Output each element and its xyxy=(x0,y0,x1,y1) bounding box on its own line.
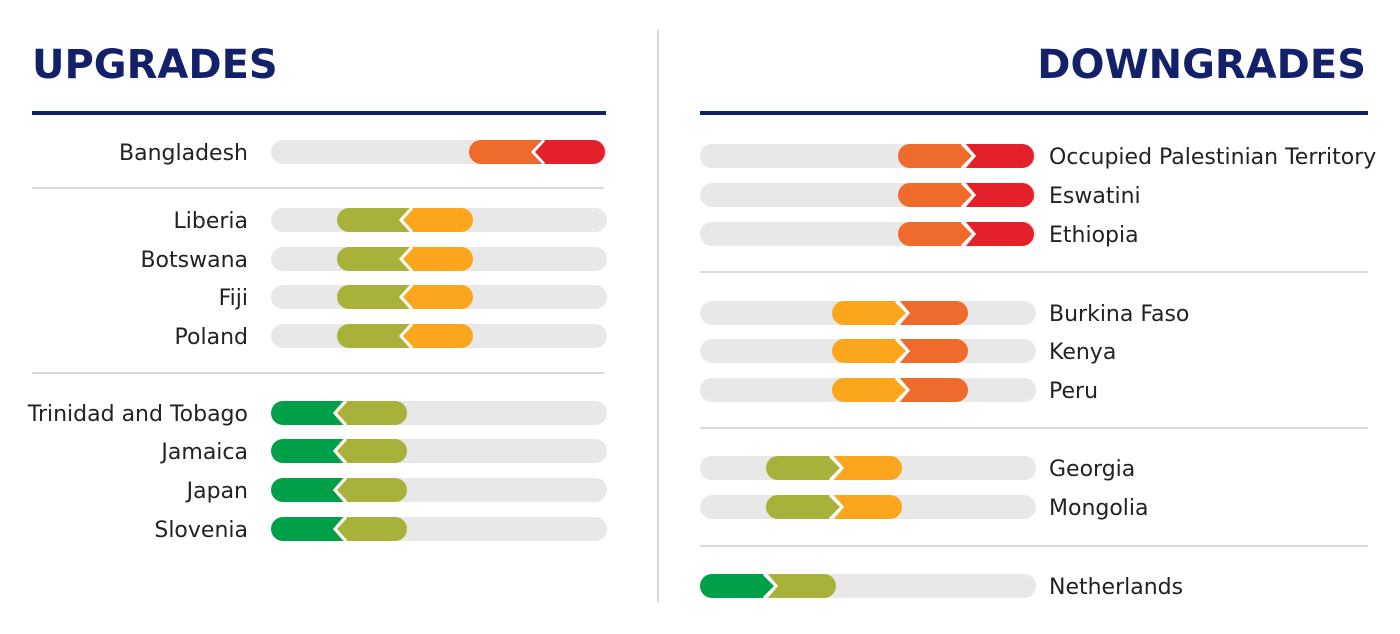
upgrades-title-rule xyxy=(32,111,606,115)
from-level-segment xyxy=(399,247,473,271)
to-level-segment xyxy=(271,478,343,502)
down-row: Peru xyxy=(700,376,1098,404)
to-level-segment xyxy=(900,301,968,325)
country-label: Netherlands xyxy=(1049,575,1183,600)
to-level-segment xyxy=(469,140,541,164)
up-row: Fiji xyxy=(219,283,607,311)
from-level-segment xyxy=(333,517,407,541)
to-level-segment xyxy=(337,208,409,232)
down-row: Mongolia xyxy=(700,493,1149,521)
from-level-segment xyxy=(399,324,473,348)
to-level-segment xyxy=(900,378,968,402)
country-label: Japan xyxy=(185,479,248,504)
down-row: Ethiopia xyxy=(700,220,1139,248)
chevron-separator xyxy=(332,476,348,504)
chevron-separator xyxy=(530,138,546,166)
to-level-segment xyxy=(271,401,343,425)
up-row: Jamaica xyxy=(159,437,607,465)
to-level-segment xyxy=(834,456,902,480)
chevron-separator xyxy=(398,322,414,350)
chevron-separator xyxy=(828,493,845,521)
chevron-separator xyxy=(828,454,845,482)
country-label: Slovenia xyxy=(154,518,248,543)
from-level-segment xyxy=(832,378,908,402)
country-label: Liberia xyxy=(173,209,248,234)
chevron-separator xyxy=(894,337,911,365)
chevron-separator xyxy=(332,399,348,427)
down-row: Occupied Palestinian Territory xyxy=(700,142,1376,170)
up-row: Slovenia xyxy=(154,515,607,543)
up-row: Bangladesh xyxy=(119,138,607,166)
from-level-segment xyxy=(333,478,407,502)
upgrades-title: UPGRADES xyxy=(32,42,278,88)
to-level-segment xyxy=(271,517,343,541)
country-label: Georgia xyxy=(1049,457,1135,482)
to-level-segment xyxy=(337,324,409,348)
to-level-segment xyxy=(337,285,409,309)
country-label: Trinidad and Tobago xyxy=(27,402,248,427)
country-label: Burkina Faso xyxy=(1049,302,1189,327)
chevron-separator xyxy=(332,515,348,543)
from-level-segment xyxy=(531,140,605,164)
chevron-separator xyxy=(960,220,977,248)
from-level-segment xyxy=(333,401,407,425)
to-level-segment xyxy=(768,574,836,598)
chevron-separator xyxy=(332,437,348,465)
country-label: Bangladesh xyxy=(119,141,248,166)
to-level-segment xyxy=(271,439,343,463)
country-label: Mongolia xyxy=(1049,496,1149,521)
to-level-segment xyxy=(337,247,409,271)
to-level-segment xyxy=(900,339,968,363)
down-row: Burkina Faso xyxy=(700,299,1189,327)
from-level-segment xyxy=(399,285,473,309)
up-row: Japan xyxy=(185,476,607,504)
down-row: Georgia xyxy=(700,454,1135,482)
down-row: Kenya xyxy=(700,337,1116,365)
downgrades-title: DOWNGRADES xyxy=(1037,42,1366,88)
country-label: Peru xyxy=(1049,379,1098,404)
chevron-separator xyxy=(398,245,414,273)
country-label: Poland xyxy=(175,325,248,350)
up-row: Trinidad and Tobago xyxy=(27,399,607,427)
to-level-segment xyxy=(834,495,902,519)
chevron-separator xyxy=(894,376,911,404)
country-label: Eswatini xyxy=(1049,184,1141,209)
country-label: Botswana xyxy=(140,248,248,273)
rows-layer: Bangladesh Liberia Botswana Fiji Poland Trini… xyxy=(27,138,1376,600)
up-row: Botswana xyxy=(140,245,607,273)
from-level-segment xyxy=(898,183,974,207)
chevron-separator xyxy=(894,299,911,327)
chevron-separator xyxy=(398,283,414,311)
chevron-separator xyxy=(762,572,779,600)
up-row: Liberia xyxy=(173,206,607,234)
to-level-segment xyxy=(966,183,1034,207)
downgrades-title-rule xyxy=(700,111,1368,115)
up-row: Poland xyxy=(175,322,607,350)
from-level-segment xyxy=(898,144,974,168)
chevron-separator xyxy=(398,206,414,234)
from-level-segment xyxy=(898,222,974,246)
from-level-segment xyxy=(333,439,407,463)
chevron-separator xyxy=(960,181,977,209)
country-label: Kenya xyxy=(1049,340,1116,365)
from-level-segment xyxy=(832,301,908,325)
from-level-segment xyxy=(766,495,842,519)
to-level-segment xyxy=(966,222,1034,246)
country-label: Ethiopia xyxy=(1049,223,1139,248)
country-label: Occupied Palestinian Territory xyxy=(1049,145,1376,170)
down-row: Netherlands xyxy=(700,572,1183,600)
down-row: Eswatini xyxy=(700,181,1141,209)
to-level-segment xyxy=(966,144,1034,168)
from-level-segment xyxy=(399,208,473,232)
country-label: Jamaica xyxy=(159,440,248,465)
country-label: Fiji xyxy=(219,286,248,311)
chevron-separator xyxy=(960,142,977,170)
from-level-segment xyxy=(766,456,842,480)
from-level-segment xyxy=(700,574,776,598)
from-level-segment xyxy=(832,339,908,363)
